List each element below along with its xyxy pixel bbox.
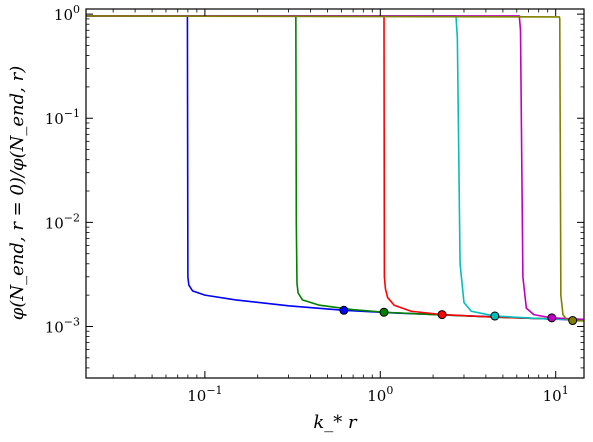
series-marker-3 <box>437 310 447 320</box>
series-layer <box>86 15 584 322</box>
series-marker-1 <box>339 305 349 315</box>
y-tick-label: 10−2 <box>45 211 80 232</box>
series-marker-5 <box>547 313 557 323</box>
series-line-1 <box>86 15 584 321</box>
series-line-6 <box>86 15 584 322</box>
x-axis-label: k_* r <box>313 412 358 433</box>
x-tick-label: 10−1 <box>187 384 222 405</box>
series-line-4 <box>86 15 584 321</box>
y-tick-label: 10−3 <box>45 315 80 336</box>
series-marker-4 <box>490 311 500 321</box>
series-line-3 <box>86 15 584 321</box>
plot-frame <box>85 8 585 379</box>
y-axis-label: φ(N_end, r = 0)/φ(N_end, r) <box>7 66 28 320</box>
y-tick-label: 10−1 <box>45 107 80 128</box>
x-tick-label: 101 <box>543 384 569 405</box>
series-marker-2 <box>379 307 389 317</box>
series-line-5 <box>86 15 584 321</box>
series-line-2 <box>86 15 584 321</box>
marker-layer <box>339 305 578 326</box>
tick-layer <box>86 9 584 378</box>
x-tick-label: 100 <box>367 384 393 405</box>
y-tick-label: 100 <box>54 3 80 24</box>
tick-label-layer: 10−1 100 101 10−3 10−2 10−1 100 <box>45 3 569 405</box>
series-marker-6 <box>568 316 578 326</box>
